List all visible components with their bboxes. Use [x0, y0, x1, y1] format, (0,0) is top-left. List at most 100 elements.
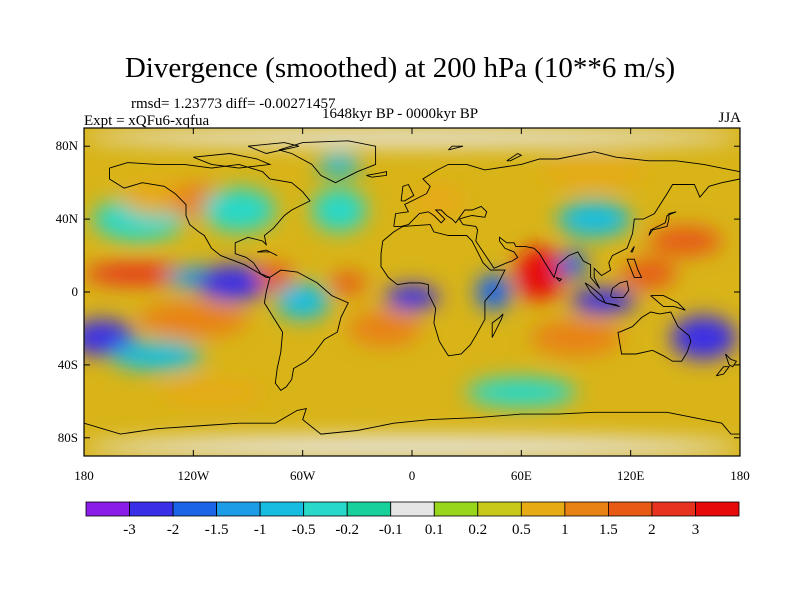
x-tick-label: 180 [74, 468, 94, 483]
y-tick-label: 40S [57, 356, 78, 372]
field-anomaly-south-indian-ocean [530, 319, 622, 356]
field-anomaly-siberia [539, 159, 649, 189]
coastline-segment [630, 246, 635, 253]
field-anomaly-east-asia [557, 200, 631, 238]
field-anomaly-south-atlantic [348, 310, 422, 347]
coastline-segment [448, 145, 464, 151]
colorbar-swatch [172, 501, 218, 517]
colorbar-swatch [303, 501, 348, 517]
field-anomaly-west-pacific-north [648, 226, 722, 256]
field-anomaly-eastern-pacific-itcz [84, 262, 194, 285]
x-tick-label: 60W [290, 468, 316, 483]
plot-title: Divergence (smoothed) at 200 hPa (10**6 … [124, 52, 676, 84]
coastline-segment [724, 353, 738, 368]
colorbar-level-label: 2 [648, 522, 656, 538]
colorbar-swatch [259, 501, 305, 517]
colorbar-level-label: 1.5 [599, 522, 618, 538]
coastline-segment [193, 153, 272, 169]
coastline-segment [278, 140, 377, 184]
colorbar-level-label: -0.5 [291, 522, 316, 538]
colorbar-level-label: -3 [123, 522, 136, 538]
y-tick-label: 40N [55, 211, 78, 227]
colorbar-level-label: 1 [561, 522, 569, 538]
field-anomaly-australia-east [670, 315, 737, 360]
colorbar-swatch [85, 501, 130, 517]
colorbar-level-label: 0.1 [424, 522, 444, 538]
field-anomaly-south-pacific-mid [111, 341, 203, 371]
colorbar-swatch [520, 501, 566, 517]
colorbar-level-label: -0.2 [335, 522, 360, 538]
coastline-segment [257, 249, 278, 257]
colorbar-swatch [651, 501, 696, 517]
colorbar-level-label: 0.2 [468, 522, 488, 538]
field-anomaly-antarctica [84, 436, 740, 456]
colorbar-level-label: -1 [253, 522, 267, 538]
coastline-segment [506, 152, 523, 162]
x-tick-label: 0 [408, 468, 416, 483]
coastlines [84, 140, 740, 435]
coastline-segment [366, 171, 387, 178]
field-anomaly-north-atlantic [311, 188, 367, 232]
rmsd-diff-label: rmsd= 1.23773 diff= -0.00271457 [131, 96, 336, 112]
colorbar-swatch [477, 501, 522, 517]
field-anomaly-greenland [317, 153, 361, 176]
coastline-segment [605, 302, 620, 308]
field-anomaly-maritime-continent [570, 288, 637, 314]
coastline-segment [247, 142, 300, 154]
colorbar-swatch [433, 501, 479, 517]
divergence-field [84, 128, 740, 456]
y-tick-label: 80N [55, 138, 78, 154]
coastline-segment [617, 311, 692, 362]
colorbar-level-label: -2 [166, 522, 180, 538]
coastline-segment [380, 224, 506, 357]
coastline-segment [491, 313, 504, 338]
field-anomaly-arabian-sea [515, 246, 564, 302]
x-tick-label: 180 [730, 468, 750, 483]
season-label: JJA [718, 110, 741, 126]
colorbar-swatch [346, 501, 392, 517]
coastline-segment [109, 162, 311, 278]
field-anomaly-central-america [197, 264, 270, 302]
field-anomaly-southern-ocean-pacific [156, 377, 267, 407]
y-tick-label: 80S [57, 429, 78, 445]
coastline-segment [393, 151, 740, 289]
colorbar-swatch [129, 501, 174, 517]
field-anomaly-arctic-ocean [84, 128, 740, 147]
colorbar-swatch [608, 501, 653, 517]
colorbar-swatch [390, 501, 435, 517]
colorbar [85, 501, 740, 517]
colorbar-swatch [564, 501, 609, 517]
coastline-segment [555, 276, 563, 282]
experiment-label: Expt = xQFu6-xqfua [84, 113, 210, 129]
coastline-segment [610, 280, 630, 298]
coastline-segment [626, 258, 643, 278]
colorbar-swatch [695, 501, 740, 517]
coastline-segment [263, 269, 349, 392]
y-tick-label: 0 [71, 284, 79, 299]
field-anomaly-europe [412, 182, 467, 220]
field-anomaly-gulf-of-guinea [384, 284, 440, 311]
colorbar-level-label: -0.1 [378, 522, 403, 538]
period-label: 1648kyr BP - 0000kyr BP [322, 106, 479, 122]
field-anomaly-amazon [275, 282, 331, 320]
field-anomaly-bay-of-bengal [557, 250, 588, 280]
field-anomaly-east-africa [475, 273, 513, 311]
x-tick-label: 120W [177, 468, 210, 483]
field-anomaly-southern-ocean-indian [466, 377, 576, 407]
field-anomaly-south-pacific-subtropics [138, 301, 248, 338]
field-anomaly-west-pacific-warm [621, 259, 677, 289]
field-anomaly-tropical-atlantic [330, 272, 367, 294]
coastline-segment [84, 408, 740, 435]
colorbar-swatch [216, 501, 261, 517]
colorbar-level-label: 3 [691, 522, 700, 538]
coastline-segment [400, 183, 415, 202]
field-anomaly-north-america-east [202, 188, 276, 232]
coastline-segment [650, 295, 686, 311]
coastline-segment [648, 211, 677, 236]
colorbar-level-label: -1.5 [204, 522, 229, 538]
x-tick-label: 60E [510, 468, 532, 483]
coastline-segment [715, 366, 731, 377]
colorbar-level-label: 0.5 [511, 522, 531, 538]
x-tick-label: 120E [616, 468, 645, 483]
